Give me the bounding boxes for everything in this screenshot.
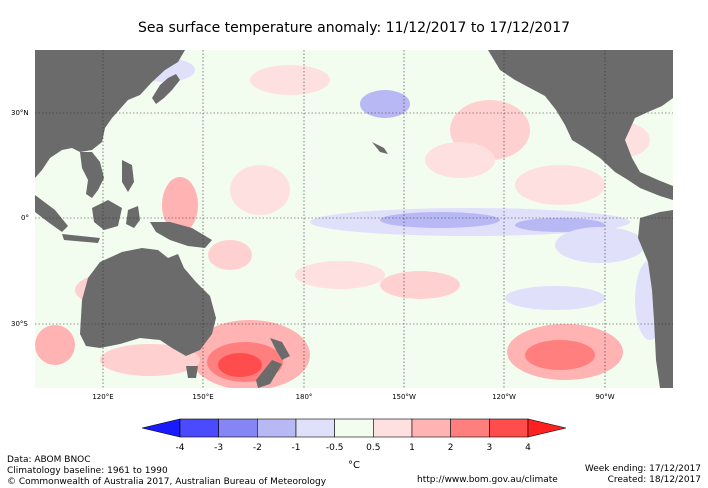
colorbar-segment [489,418,529,438]
colorbar-unit-label: °C [348,460,360,471]
lat-label-equator: 0° [21,214,29,222]
colorbar-segment [411,418,451,438]
colorbar-tick-label: 0.5 [366,443,381,453]
lon-label-90w: 90°W [595,393,615,401]
new-zealand-south [256,360,282,388]
south-america [638,210,673,388]
colorbar-segment [450,418,490,438]
colorbar-tick-label: 3 [486,443,493,453]
colorbar-tick-label: 1 [409,443,415,453]
colorbar-extend-high [527,418,567,438]
colorbar-segment [179,418,219,438]
lon-label-180: 180° [295,393,313,401]
australia [80,248,216,356]
colorbar-tick-label: 2 [447,443,454,453]
colorbar-segment [257,418,297,438]
footer-dates: Week ending: 17/12/2017 Created: 18/12/2… [585,464,701,486]
footer-climatology-baseline: Climatology baseline: 1961 to 1990 [7,466,168,476]
footer-data-source: Data: ABOM BNOC [7,455,91,465]
footer-credits: Data: ABOM BNOC Climatology baseline: 19… [7,455,326,488]
sulawesi [126,206,140,228]
colorbar-tick-label: 4 [525,443,531,453]
lon-label-150e: 150°E [192,393,214,401]
lat-label-30s: 30°S [11,320,28,328]
lon-label-120e: 120°E [92,393,114,401]
sst-anomaly-map [35,50,673,388]
graticule [35,50,673,388]
colorbar-tick-label: -2 [252,443,262,453]
north-america [488,50,673,200]
lat-label-30n: 30°N [11,109,29,117]
indochina [80,152,104,198]
colorbar-tick-label: -1 [291,443,301,453]
philippines [122,160,134,192]
colorbar-segment [218,418,258,438]
lon-label-150w: 150°W [392,393,416,401]
sumatra [35,195,68,232]
borneo [92,200,122,230]
java [62,234,100,243]
warm-anomaly-areas [35,65,650,388]
colorbar-tick-label: -0.5 [325,443,344,453]
colorbar-segment [373,418,413,438]
colorbar-segment [295,418,335,438]
japan [152,74,180,104]
colorbar-tick-label: -4 [175,443,185,453]
land-masses [35,50,673,388]
colorbar-extend-low [141,418,181,438]
colorbar-tick-label: -3 [214,443,224,453]
new-guinea [150,222,212,248]
asia-landmass [35,50,185,178]
hawaii [372,142,388,154]
colorbar-segment [334,418,374,438]
footer-created-date: Created: 18/12/2017 [607,475,701,485]
tasmania [186,366,198,378]
map-title: Sea surface temperature anomaly: 11/12/2… [137,20,571,36]
lon-label-120w: 120°W [492,393,516,401]
footer-week-ending: Week ending: 17/12/2017 [584,464,701,474]
footer-copyright: © Commonwealth of Australia 2017, Austra… [7,477,327,487]
footer-url[interactable]: http://www.bom.gov.au/climate [417,475,558,485]
new-zealand-north [270,338,290,360]
